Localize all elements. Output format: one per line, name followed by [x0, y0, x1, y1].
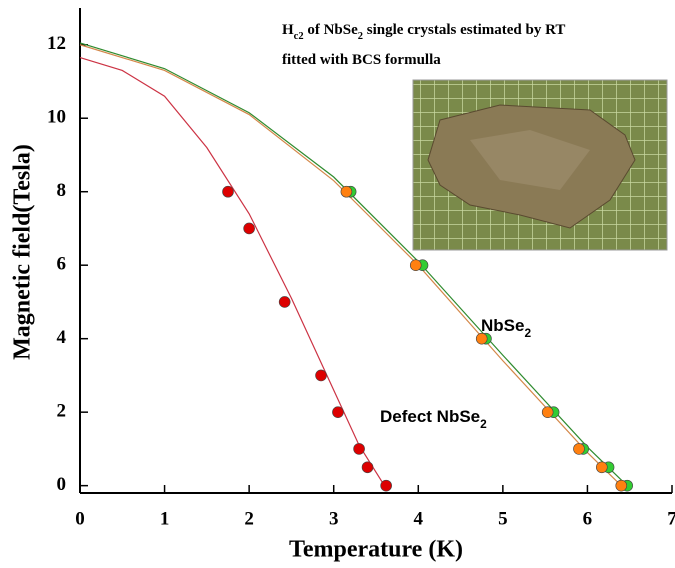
data-point	[410, 260, 421, 271]
series-label-part: Defect NbSe	[380, 407, 480, 426]
data-point	[354, 443, 365, 454]
y-tick-label: 8	[57, 180, 67, 201]
data-point	[616, 480, 627, 491]
series-label-part: 2	[480, 417, 487, 431]
x-tick-label: 3	[329, 508, 339, 529]
chart-title-part: H	[282, 22, 294, 38]
y-axis-label: Magnetic field(Tesla)	[10, 144, 36, 360]
x-tick-label: 7	[667, 508, 675, 529]
x-axis-label: Temperature (K)	[289, 537, 463, 563]
chart-title-part: of NbSe	[304, 22, 359, 38]
x-tick-label: 6	[583, 508, 593, 529]
inset-photo	[413, 80, 667, 250]
y-tick-label: 0	[57, 474, 67, 495]
y-tick-label: 6	[57, 254, 67, 275]
data-point	[244, 223, 255, 234]
series-label-part: NbSe	[481, 316, 524, 335]
chart-title-part: single crystals estimated by RT	[363, 22, 565, 38]
data-point	[573, 443, 584, 454]
y-tick-label: 10	[47, 107, 66, 128]
chart-title-part: c2	[294, 31, 304, 42]
x-tick-label: 4	[414, 508, 424, 529]
data-point	[332, 407, 343, 418]
series-label-part: 2	[524, 326, 531, 340]
chart-title-part: fitted with BCS formulla	[282, 52, 441, 68]
chart-title: fitted with BCS formulla	[282, 52, 441, 68]
data-point	[223, 186, 234, 197]
y-tick-label: 4	[57, 327, 67, 348]
chart: Temperature (K) Magnetic field(Tesla) 0 1…	[0, 0, 675, 568]
chart-title: Hc2 of NbSe2 single crystals estimated b…	[282, 22, 565, 41]
fit-curve	[80, 58, 384, 486]
series-label: Defect NbSe2	[380, 407, 487, 431]
data-point	[341, 186, 352, 197]
data-point	[316, 370, 327, 381]
data-point	[596, 462, 607, 473]
x-tick-label: 1	[160, 508, 170, 529]
data-point	[542, 407, 553, 418]
x-tick-label: 2	[244, 508, 254, 529]
x-tick-label: 5	[498, 508, 508, 529]
data-point	[279, 296, 290, 307]
data-point	[362, 462, 373, 473]
y-tick-label: 2	[57, 401, 67, 422]
y-tick-label: 12	[47, 33, 66, 54]
x-tick-label: 0	[75, 508, 85, 529]
data-point	[381, 480, 392, 491]
